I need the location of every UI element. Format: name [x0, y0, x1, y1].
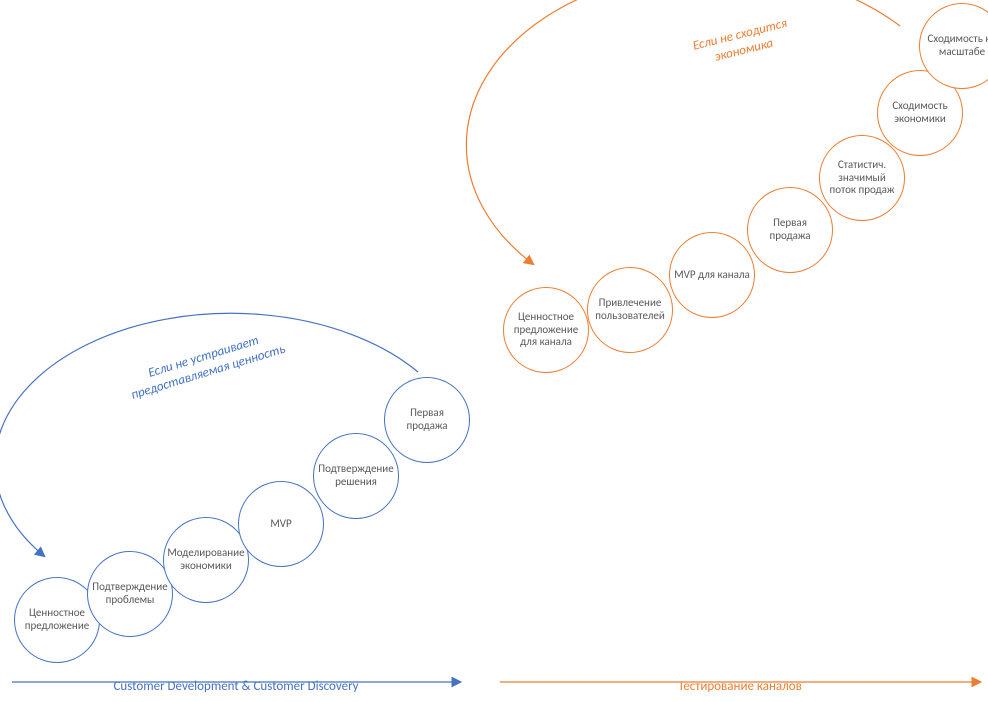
right-node-4-label: Статистич. значимый поток продаж [824, 159, 900, 197]
right-node-0: Ценностное предложение для канала [503, 287, 589, 373]
diagram-stage: Ценностное предложениеПодтверждение проб… [0, 0, 988, 702]
left-node-4-label: Подтверждение решения [318, 463, 394, 488]
right-node-3-label: Первая продажа [752, 217, 828, 242]
right-axis-label: Тестирование каналов [540, 679, 940, 694]
left-feedback-line2: предоставляемая ценность [72, 324, 344, 421]
left-feedback-label: Если не устраиваетпредоставляемая ценнос… [68, 309, 345, 421]
left-node-1-label: Подтверждение проблемы [92, 581, 168, 606]
left-node-3-label: MVP [270, 518, 291, 531]
right-feedback-label: Если не сходитсяэкономика [602, 0, 881, 92]
left-node-2-label: Моделирование экономики [167, 547, 244, 572]
left-node-0-label: Ценностное предложение [19, 607, 95, 632]
left-node-4: Подтверждение решения [313, 433, 399, 519]
left-node-5-label: Первая продажа [389, 407, 465, 432]
right-node-2: MVP для канала [669, 232, 755, 318]
right-node-1-label: Привлечение пользователей [592, 297, 668, 322]
right-node-2-label: MVP для канала [674, 269, 750, 282]
right-node-5-label: Сходимость экономики [882, 100, 958, 125]
left-node-3: MVP [238, 481, 324, 567]
left-node-2: Моделирование экономики [163, 517, 249, 603]
right-node-4: Статистич. значимый поток продаж [819, 135, 905, 221]
right-node-3: Первая продажа [747, 187, 833, 273]
right-node-6-label: Сходимость на масштабе [924, 33, 988, 58]
left-node-1: Подтверждение проблемы [87, 551, 173, 637]
left-node-5: Первая продажа [384, 377, 470, 463]
right-feedback-line1: Если не сходится [602, 0, 877, 76]
right-feedback-arc [466, 0, 900, 264]
left-axis-label: Customer Development & Customer Discover… [36, 679, 436, 694]
right-node-0-label: Ценностное предложение для канала [508, 311, 584, 349]
right-node-1: Привлечение пользователей [587, 267, 673, 353]
left-feedback-line1: Если не устраивает [68, 309, 340, 406]
